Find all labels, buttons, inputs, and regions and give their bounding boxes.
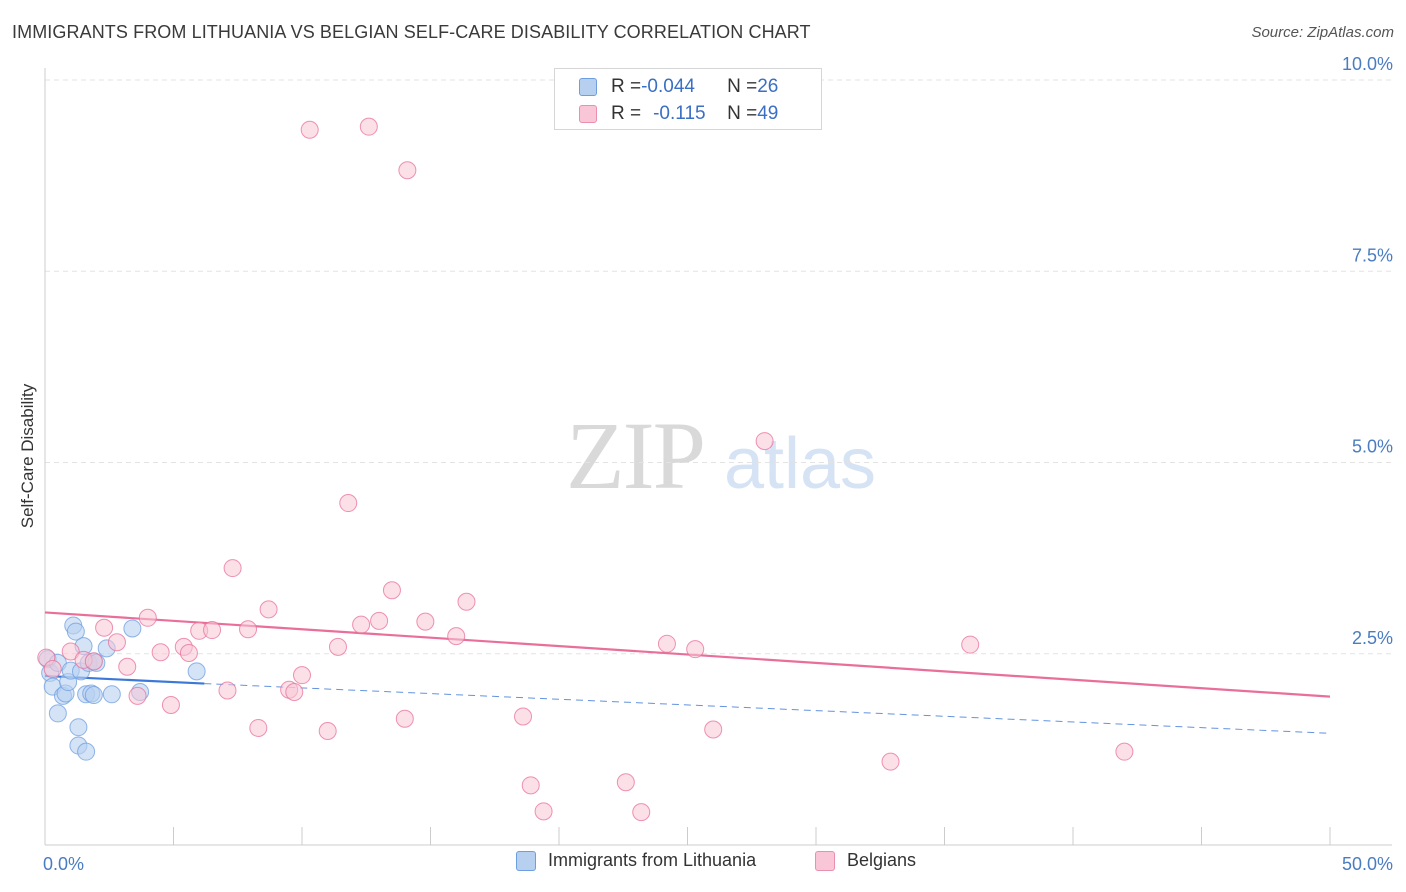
legend-n-value: 26 [757, 76, 779, 97]
belgians-point [259, 600, 278, 619]
belgians-point [285, 683, 304, 701]
y-tick-label: 10.0% [1342, 54, 1393, 74]
series-belgians [37, 117, 1134, 822]
belgians-point [398, 161, 417, 180]
belgians-point [179, 643, 198, 662]
chart-title: IMMIGRANTS FROM LITHUANIA VS BELGIAN SEL… [12, 22, 811, 42]
belgians-point [43, 660, 62, 679]
y-tick-label: 7.5% [1352, 245, 1393, 265]
belgians-point [657, 634, 676, 653]
belgians-point [239, 620, 258, 639]
legend-r-value: -0.115 [653, 103, 706, 124]
axes [44, 68, 1392, 846]
belgians-point [328, 637, 347, 656]
watermark-zip: ZIP [566, 402, 704, 509]
belgians-point [352, 615, 371, 634]
legend-item-lithuania: Immigrants from Lithuania [516, 850, 756, 871]
belgians-point [249, 718, 268, 737]
grid [45, 79, 1392, 655]
legend-n-value: 49 [757, 103, 779, 124]
belgians-point [755, 432, 774, 451]
belgians-point [107, 633, 126, 652]
legend-r-value: -0.044 [641, 76, 695, 97]
belgians-point [370, 611, 389, 630]
x-tick-label: 0.0% [43, 854, 84, 874]
lithuania-point [187, 662, 206, 681]
belgians-point [300, 120, 319, 139]
legend-n-key: N = [727, 76, 758, 97]
belgians-point [632, 803, 651, 822]
lithuania-point [84, 686, 103, 705]
lithuania-point [77, 742, 96, 761]
belgians-point [118, 657, 137, 676]
belgians-point [223, 559, 242, 578]
belgians-point [84, 652, 103, 671]
belgians-point [339, 494, 358, 513]
y-tick-labels: 2.5% 5.0% 7.5% 10.0% [1342, 54, 1393, 648]
belgians-point [382, 581, 401, 600]
trend-lines [44, 611, 1331, 734]
lithuania-point [69, 718, 88, 737]
belgians-point [151, 643, 170, 662]
belgians-point [1115, 742, 1134, 761]
belgians-point [293, 666, 311, 685]
belgians-point [961, 635, 980, 654]
legend-item-belgians: Belgians [815, 850, 916, 871]
belgians-point [686, 640, 705, 659]
legend-label-belgians: Belgians [847, 850, 917, 870]
belgians-point [95, 618, 114, 637]
legend-swatch-belgians [815, 850, 835, 871]
watermark-atlas: atlas [724, 424, 876, 504]
belgians-point [318, 722, 337, 741]
legend-r-key: R = [611, 103, 642, 124]
belgians-point [218, 681, 237, 700]
belgians-trend-line [44, 611, 1331, 698]
x-tick-labels: 0.0% 50.0% [43, 854, 1393, 874]
watermark: ZIP atlas [566, 402, 876, 509]
legend-row-lithuania: R = -0.044 N = 26 [579, 75, 778, 99]
legend-r-key: R = [611, 76, 642, 97]
legend-swatch-lithuania [516, 850, 536, 871]
belgians-point [447, 627, 466, 646]
belgians-point [514, 707, 533, 726]
belgians-point [534, 802, 553, 821]
belgians-point [616, 773, 635, 792]
belgians-point [161, 696, 180, 715]
y-tick-label: 5.0% [1352, 437, 1393, 457]
legend-swatch-belgians [579, 105, 597, 123]
y-tick-label: 2.5% [1352, 628, 1393, 648]
belgians-point [138, 608, 157, 627]
belgians-point [359, 117, 378, 136]
belgians-point [881, 752, 900, 771]
lithuania-point [66, 622, 85, 641]
lithuania-point [102, 685, 121, 704]
lithuania-point [48, 704, 67, 723]
belgians-point [457, 592, 476, 611]
series-legend: Immigrants from Lithuania Belgians [0, 850, 1406, 878]
belgians-point [203, 621, 222, 640]
belgians-point [61, 642, 80, 661]
x-tick-label: 50.0% [1342, 854, 1393, 874]
belgians-point [395, 709, 414, 728]
belgians-point [128, 686, 147, 705]
belgians-point [704, 720, 723, 739]
correlation-legend: R = -0.044 N = 26 R = -0.115 N = 49 [554, 68, 822, 130]
legend-label-lithuania: Immigrants from Lithuania [548, 850, 757, 870]
belgians-point [521, 776, 540, 795]
legend-swatch-lithuania [579, 78, 597, 96]
lithuania-trend-extension [204, 683, 1331, 734]
chart-source: Source: ZipAtlas.com [1251, 24, 1394, 41]
legend-n-key: N = [727, 103, 758, 124]
lithuania-point [123, 619, 142, 638]
data-points [37, 117, 1134, 822]
belgians-point [416, 612, 435, 631]
legend-row-belgians: R = -0.115 N = 49 [579, 102, 778, 126]
